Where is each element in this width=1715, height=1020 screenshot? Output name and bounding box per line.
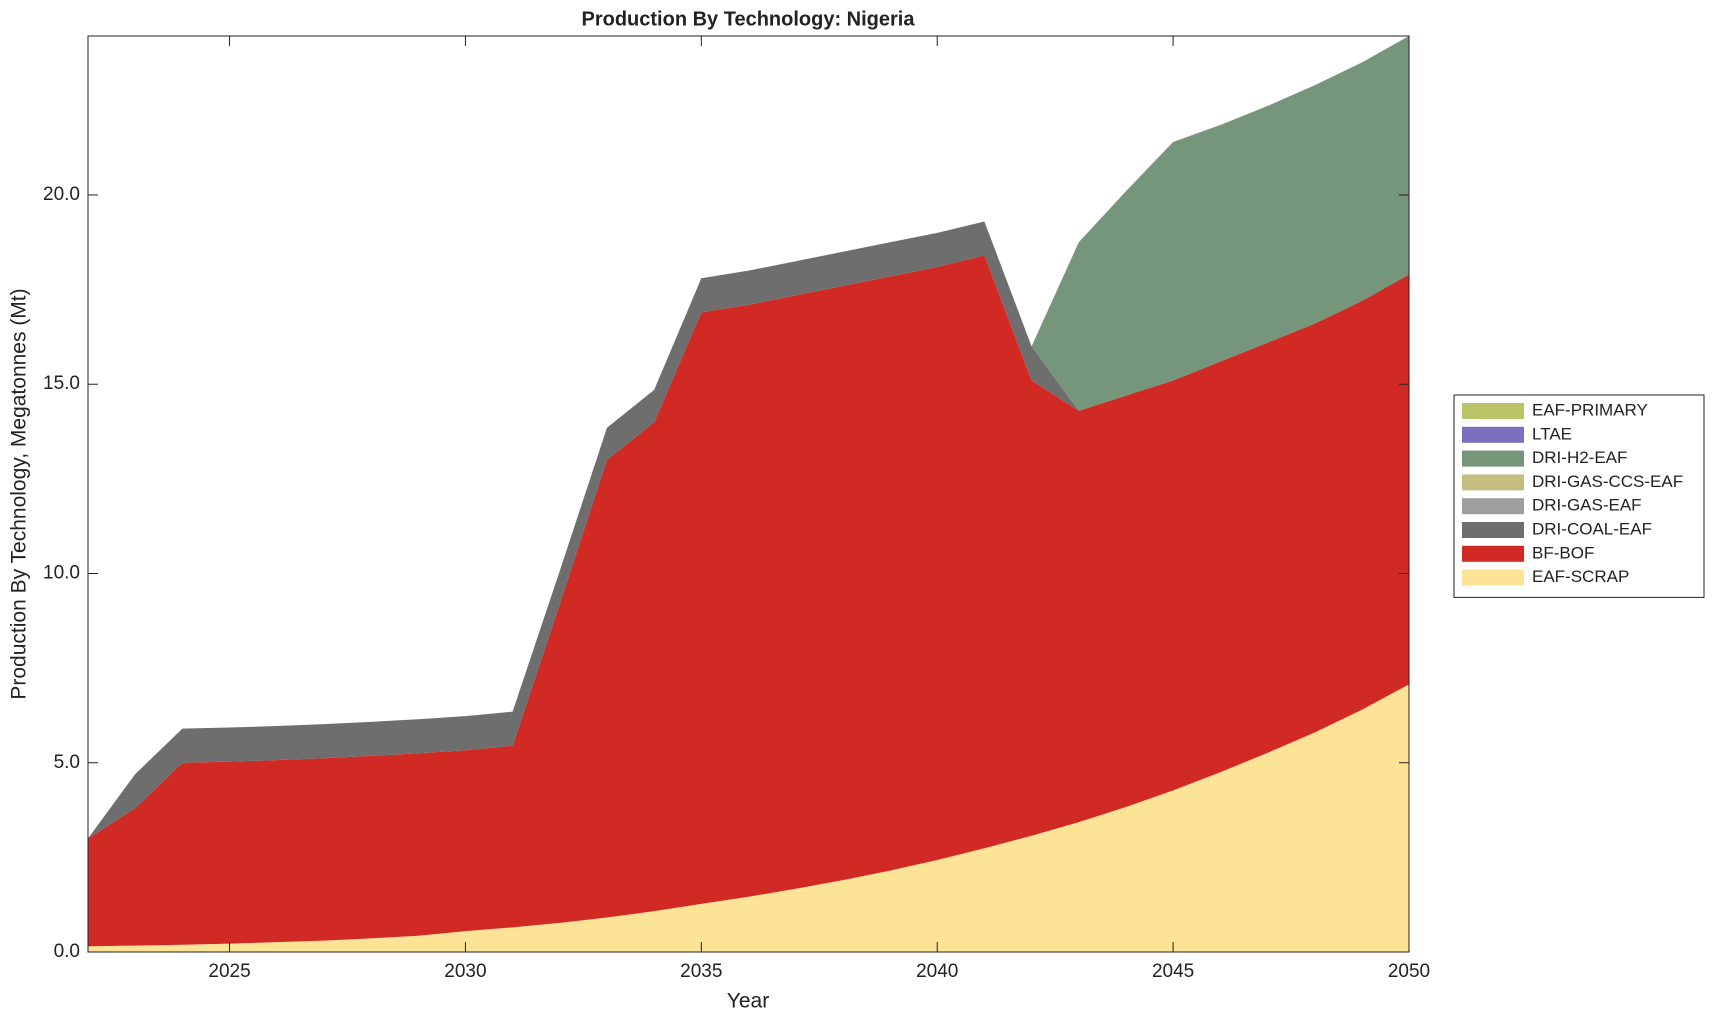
legend-label: EAF-PRIMARY [1532, 400, 1648, 419]
y-tick-label: 10.0 [43, 563, 80, 584]
y-tick-label: 5.0 [54, 752, 80, 773]
legend-label: DRI-GAS-CCS-EAF [1532, 472, 1683, 491]
y-tick-label: 20.0 [43, 184, 80, 205]
area [88, 684, 1409, 952]
legend-label: BF-BOF [1532, 543, 1594, 562]
x-tick-label: 2040 [916, 961, 958, 982]
x-tick-label: 2025 [208, 961, 250, 982]
chart-title: Production By Technology: Nigeria [582, 8, 916, 30]
legend-label: DRI-H2-EAF [1532, 448, 1627, 467]
legend-swatch [1462, 450, 1524, 467]
legend: EAF-PRIMARY LTAE DRI-H2-EAF DRI-GAS-CCS-EAF… [1453, 394, 1705, 598]
y-axis-label: Production By Technology, Megatonnes (Mt… [8, 288, 31, 699]
y-tick-label: 0.0 [54, 941, 80, 962]
legend-swatch [1462, 522, 1524, 538]
legend-label: LTAE [1532, 424, 1572, 443]
x-tick-label: 2050 [1388, 961, 1430, 982]
plot-frame [87, 35, 1410, 953]
x-tick-label: 2035 [680, 961, 722, 982]
x-axis-label: Year [727, 990, 769, 1013]
legend-swatch [1462, 426, 1524, 443]
legend-swatch [1462, 569, 1524, 586]
area [88, 255, 1409, 947]
x-tick-label: 2045 [1152, 961, 1194, 982]
legend-swatch [1462, 474, 1524, 491]
x-tick-label: 2030 [444, 961, 486, 982]
legend-swatch [1462, 403, 1524, 419]
legend-label: EAF-SCRAP [1532, 567, 1629, 586]
area [88, 36, 1409, 839]
legend-swatch [1462, 545, 1524, 562]
y-tick-label: 15.0 [43, 373, 80, 394]
legend-swatch [1462, 498, 1524, 515]
legend-label: DRI-COAL-EAF [1532, 519, 1652, 538]
legend-label: DRI-GAS-EAF [1532, 496, 1642, 515]
